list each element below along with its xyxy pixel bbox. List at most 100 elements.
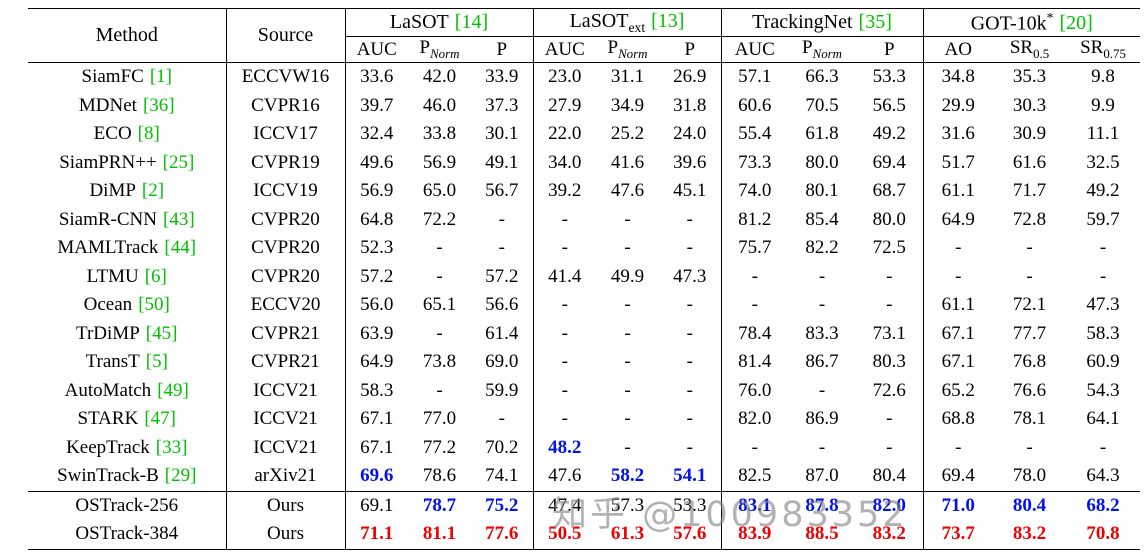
value-cell: 75.2 xyxy=(471,490,533,520)
value-cell: 30.1 xyxy=(485,123,519,145)
value-cell: 69.6 xyxy=(344,462,408,491)
method-cell: OSTrack-256 xyxy=(28,490,226,520)
value-cell: 82.2 xyxy=(805,237,839,259)
value-cell: - xyxy=(624,322,631,344)
metric-name: P xyxy=(802,37,813,59)
value-cell: 76.6 xyxy=(1012,379,1047,401)
method-cell: TrDiMP [45] xyxy=(28,320,226,349)
method-cell: DiMP [2] xyxy=(28,177,226,206)
value-cell: 56.9 xyxy=(422,151,457,173)
value-cell: 81.1 xyxy=(422,523,457,545)
value-cell: 49.9 xyxy=(610,265,645,287)
value-cell: 58.3 xyxy=(1086,322,1120,344)
metric-name: P xyxy=(607,37,619,59)
value-cell: - xyxy=(436,237,443,259)
method-name: TransT xyxy=(85,351,140,373)
value-cell: 23.0 xyxy=(532,62,596,92)
value-cell: 64.1 xyxy=(1086,408,1120,430)
metric-header: AO xyxy=(922,36,994,63)
table-head: Method Source LaSOT [14] LaSOText [13] Trackin… xyxy=(28,8,1141,63)
value-cell: - xyxy=(498,237,505,259)
value-cell: 72.6 xyxy=(872,379,906,401)
value-cell: 9.9 xyxy=(1091,94,1115,116)
value-cell: - xyxy=(720,433,789,462)
value-cell: 11.1 xyxy=(1086,123,1120,145)
value-cell: 49.2 xyxy=(872,123,906,145)
value-cell: 64.8 xyxy=(344,205,408,234)
method-name: SiamR-CNN xyxy=(58,208,158,230)
value-cell: 57.2 xyxy=(485,265,519,287)
value-cell: - xyxy=(686,237,693,259)
value-cell: 69.4 xyxy=(922,462,994,491)
header-row-groups: Method Source LaSOT [14] LaSOText [13] Trackin… xyxy=(28,8,1141,63)
method-name: DiMP xyxy=(89,180,136,202)
value-cell: 86.9 xyxy=(805,408,839,430)
table-row: SiamFC [1] ECCVW16 33.6 42.0 33.9 23.0 31.1 26.9… xyxy=(28,62,1140,92)
value-cell: 86.7 xyxy=(805,351,839,373)
value-cell: 70.8 xyxy=(1086,523,1120,545)
value-cell: 80.0 xyxy=(805,151,839,173)
value-cell: 75.7 xyxy=(720,234,789,263)
method-cell: OSTrack-384 xyxy=(28,520,226,549)
value-cell: 51.7 xyxy=(922,148,994,177)
source-cell: ECCV20 xyxy=(225,291,345,320)
value-cell: 47.3 xyxy=(673,265,707,287)
value-cell: 22.0 xyxy=(532,120,596,149)
value-cell: 56.7 xyxy=(485,180,519,202)
value-cell: - xyxy=(720,262,789,291)
value-cell: 59.7 xyxy=(1086,208,1120,230)
value-cell: - xyxy=(818,379,826,401)
value-cell: 53.3 xyxy=(872,66,906,88)
value-cell: 74.1 xyxy=(485,465,519,487)
value-cell: 30.3 xyxy=(1012,94,1047,116)
value-cell: 69.4 xyxy=(872,151,906,173)
citation: [20] xyxy=(1059,12,1093,35)
value-cell: 65.2 xyxy=(922,376,994,405)
method-cell: MDNet [36] xyxy=(28,92,226,121)
citation: [33] xyxy=(155,436,188,458)
value-cell: 69.0 xyxy=(485,351,519,373)
value-cell: 77.2 xyxy=(422,436,457,458)
value-cell: 68.2 xyxy=(1066,490,1141,520)
value-cell: 72.1 xyxy=(1012,294,1047,316)
source-cell: ICCV17 xyxy=(225,120,345,149)
value-cell: 46.0 xyxy=(422,94,457,116)
value-cell: 64.3 xyxy=(1086,465,1120,487)
value-cell: - xyxy=(1026,436,1033,458)
value-cell: 65.1 xyxy=(422,294,457,316)
value-cell: 68.7 xyxy=(872,180,906,202)
method-name: KeepTrack xyxy=(66,436,150,458)
citation: [45] xyxy=(145,322,178,344)
value-cell: 29.9 xyxy=(922,91,994,120)
value-cell: - xyxy=(532,234,596,263)
value-cell: 56.9 xyxy=(344,177,408,206)
value-cell: - xyxy=(532,291,596,320)
value-cell: - xyxy=(818,436,826,458)
value-cell: 81.4 xyxy=(720,348,789,377)
benchmark-header: LaSOT [14] xyxy=(344,8,533,37)
citation: [35] xyxy=(858,11,892,33)
metric-subscript: 0.75 xyxy=(1103,45,1126,61)
value-cell: 9.8 xyxy=(1091,66,1115,88)
value-cell: - xyxy=(436,379,443,401)
citation: [6] xyxy=(144,265,167,287)
source-cell: ICCV21 xyxy=(225,433,345,462)
value-cell: - xyxy=(922,433,994,462)
value-cell: 52.3 xyxy=(344,234,408,263)
value-cell: 27.9 xyxy=(532,91,596,120)
citation: [13] xyxy=(651,9,685,32)
citation: [36] xyxy=(142,94,175,116)
citation: [5] xyxy=(145,351,168,373)
value-cell: 45.1 xyxy=(673,180,707,202)
citation: [47] xyxy=(144,408,176,430)
value-cell: 83.3 xyxy=(805,322,839,344)
value-cell: - xyxy=(532,348,596,377)
value-cell: 71.7 xyxy=(1012,180,1047,202)
table-row: LTMU [6] CVPR20 57.2-57.2 41.4 49.9 47.3- - - - - - xyxy=(28,262,1140,291)
source-cell: Ours xyxy=(225,490,345,520)
col-header-source: Source xyxy=(225,8,345,63)
value-cell: 78.7 xyxy=(408,490,471,520)
metric-name: SR xyxy=(1009,37,1034,59)
value-cell: - xyxy=(720,291,789,320)
source-cell: Ours xyxy=(225,520,345,549)
